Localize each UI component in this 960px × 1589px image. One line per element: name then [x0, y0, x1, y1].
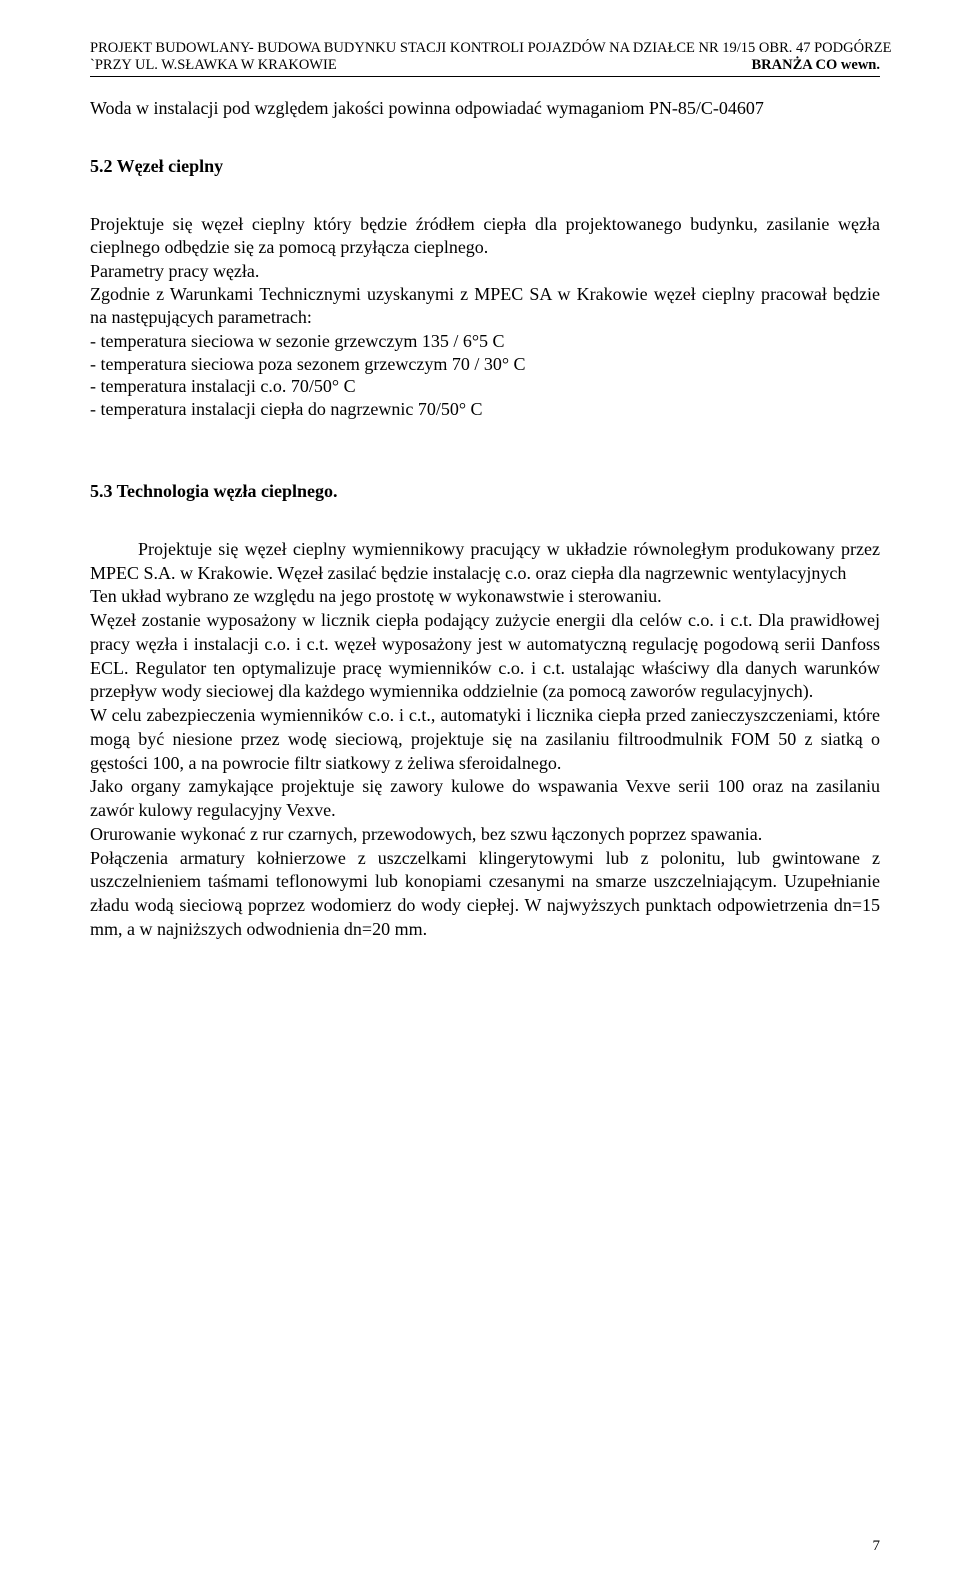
s53-p1: Projektuje się węzeł cieplny wymiennikow…: [90, 538, 880, 586]
page-header: PROJEKT BUDOWLANY- BUDOWA BUDYNKU STACJI…: [90, 40, 880, 77]
s52-bullet-1: - temperatura sieciowa w sezonie grzewcz…: [90, 330, 880, 353]
header-right: BRANŻA CO wewn.: [752, 57, 881, 74]
s52-p3: Zgodnie z Warunkami Technicznymi uzyskan…: [90, 283, 880, 331]
body: Woda w instalacji pod względem jakości p…: [90, 97, 880, 942]
document-page: PROJEKT BUDOWLANY- BUDOWA BUDYNKU STACJI…: [0, 0, 960, 1589]
heading-5-2: 5.2 Węzeł cieplny: [90, 155, 880, 179]
header-line-2: `PRZY UL. W.SŁAWKA W KRAKOWIE BRANŻA CO …: [90, 57, 880, 74]
s53-p2: Ten układ wybrano ze względu na jego pro…: [90, 585, 880, 609]
s53-p7: Połączenia armatury kołnierzowe z uszcze…: [90, 847, 880, 942]
header-line-1: PROJEKT BUDOWLANY- BUDOWA BUDYNKU STACJI…: [90, 40, 880, 57]
s52-bullet-2: - temperatura sieciowa poza sezonem grze…: [90, 353, 880, 376]
s52-p1: Projektuje się węzeł cieplny który będzi…: [90, 213, 880, 261]
header-left: `PRZY UL. W.SŁAWKA W KRAKOWIE: [90, 57, 337, 74]
s52-p2: Parametry pracy węzła.: [90, 260, 880, 283]
s53-p3: Węzeł zostanie wyposażony w licznik ciep…: [90, 609, 880, 704]
s52-bullet-4: - temperatura instalacji ciepła do nagrz…: [90, 398, 880, 421]
page-number: 7: [873, 1538, 881, 1555]
heading-5-3: 5.3 Technologia węzła cieplnego.: [90, 480, 880, 504]
s52-bullet-3: - temperatura instalacji c.o. 70/50° C: [90, 375, 880, 398]
s53-p5: Jako organy zamykające projektuje się za…: [90, 775, 880, 823]
s53-p4: W celu zabezpieczenia wymienników c.o. i…: [90, 704, 880, 775]
intro-paragraph: Woda w instalacji pod względem jakości p…: [90, 97, 880, 121]
s53-p6: Orurowanie wykonać z rur czarnych, przew…: [90, 823, 880, 847]
